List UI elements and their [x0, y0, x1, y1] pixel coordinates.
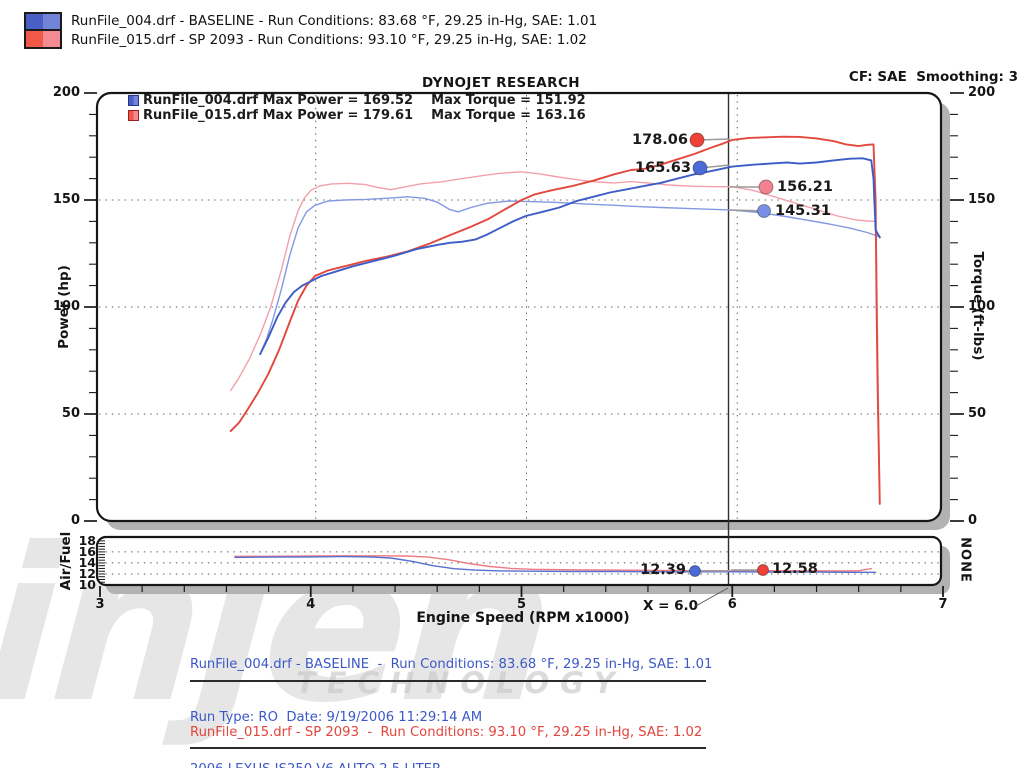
- power-tick-50: 50: [61, 405, 80, 421]
- cursor-position-label: X = 6.0: [643, 598, 699, 614]
- run-info-baseline-conditions: RunFile_004.drf - BASELINE - Run Conditi…: [190, 657, 713, 672]
- power-tick-200: 200: [52, 84, 80, 100]
- rpm-axis-title: Engine Speed (RPM x1000): [416, 610, 630, 626]
- swatch-blue-dark: [26, 14, 43, 29]
- torque-tick-0: 0: [968, 512, 978, 528]
- max-legend-text-015: RunFile_015.drf Max Power = 179.61 Max T…: [143, 108, 586, 123]
- run-legend-swatch-blue: [26, 14, 60, 31]
- run-legend-line-sp2093: RunFile_015.drf - SP 2093 - Run Conditio…: [71, 32, 587, 48]
- airfuel-tick-12: 12: [78, 565, 96, 581]
- rpm-tick-3: 3: [95, 597, 105, 612]
- swatch-red-light: [43, 30, 60, 47]
- torque-tick-200: 200: [968, 84, 996, 100]
- power-tick-0: 0: [70, 512, 80, 528]
- callout-airfuel-015: 12.58: [772, 561, 818, 577]
- run-legend-line-baseline: RunFile_004.drf - BASELINE - Run Conditi…: [71, 13, 598, 29]
- torque-tick-100: 100: [968, 298, 996, 314]
- run-info-sp2093-conditions: RunFile_015.drf - SP 2093 - Run Conditio…: [190, 725, 703, 740]
- airfuel-right-label: NONE: [957, 537, 973, 583]
- swatch-red-dark: [26, 30, 43, 47]
- airfuel-tick-18: 18: [78, 532, 96, 548]
- correction-smoothing-label: CF: SAE Smoothing: 3: [848, 69, 1018, 85]
- swatch-blue-light: [43, 14, 60, 29]
- callout-torque-004: 145.31: [775, 203, 831, 219]
- footer-divider-bottom: [190, 747, 706, 749]
- callout-torque-015: 156.21: [777, 179, 833, 195]
- callout-power-015: 178.06: [632, 132, 688, 148]
- legend-swatch-red-icon: [128, 110, 139, 121]
- power-tick-100: 100: [52, 298, 80, 314]
- airfuel-tick-16: 16: [78, 543, 96, 559]
- run-legend: RunFile_004.drf - BASELINE - Run Conditi…: [71, 12, 597, 50]
- legend-swatch-blue-icon: [128, 95, 139, 106]
- torque-tick-150: 150: [968, 191, 996, 207]
- airfuel-tick-10: 10: [78, 577, 96, 592]
- rpm-tick-5: 5: [516, 597, 527, 612]
- torque-tick-50: 50: [968, 405, 987, 421]
- callout-power-004: 165.63: [635, 160, 691, 176]
- chart-title: DYNOJET RESEARCH: [422, 75, 580, 91]
- rpm-tick-6: 6: [727, 597, 737, 612]
- run-legend-swatch-red: [26, 30, 60, 47]
- run-legend-swatch: [24, 12, 62, 49]
- run-info-baseline-date: Run Type: RO Date: 9/19/2006 11:29:14 AM: [190, 709, 483, 725]
- max-legend-text-004: RunFile_004.drf Max Power = 169.52 Max T…: [143, 93, 586, 108]
- rpm-tick-4: 4: [306, 597, 316, 612]
- max-values-legend: RunFile_004.drf Max Power = 169.52 Max T…: [128, 93, 586, 123]
- power-tick-150: 150: [52, 191, 80, 207]
- max-legend-row-015: RunFile_015.drf Max Power = 179.61 Max T…: [128, 108, 586, 123]
- injen-technology-watermark: TECHNOLOGY: [296, 666, 626, 700]
- footer-divider-top: [190, 680, 706, 682]
- rpm-tick-7: 7: [938, 597, 948, 612]
- max-legend-row-004: RunFile_004.drf Max Power = 169.52 Max T…: [128, 93, 586, 108]
- run-info-baseline: RunFile_004.drf - BASELINE - Run Conditi…: [190, 621, 712, 768]
- run-info-sp2093: RunFile_015.drf - SP 2093 - Run Conditio…: [190, 689, 702, 768]
- run-info-baseline-vehicle: 2006 LEXUS IS250 V6 AUTO 2.5 LITER: [190, 761, 712, 768]
- callout-airfuel-004: 12.39: [640, 562, 686, 578]
- airfuel-tick-14: 14: [78, 554, 96, 570]
